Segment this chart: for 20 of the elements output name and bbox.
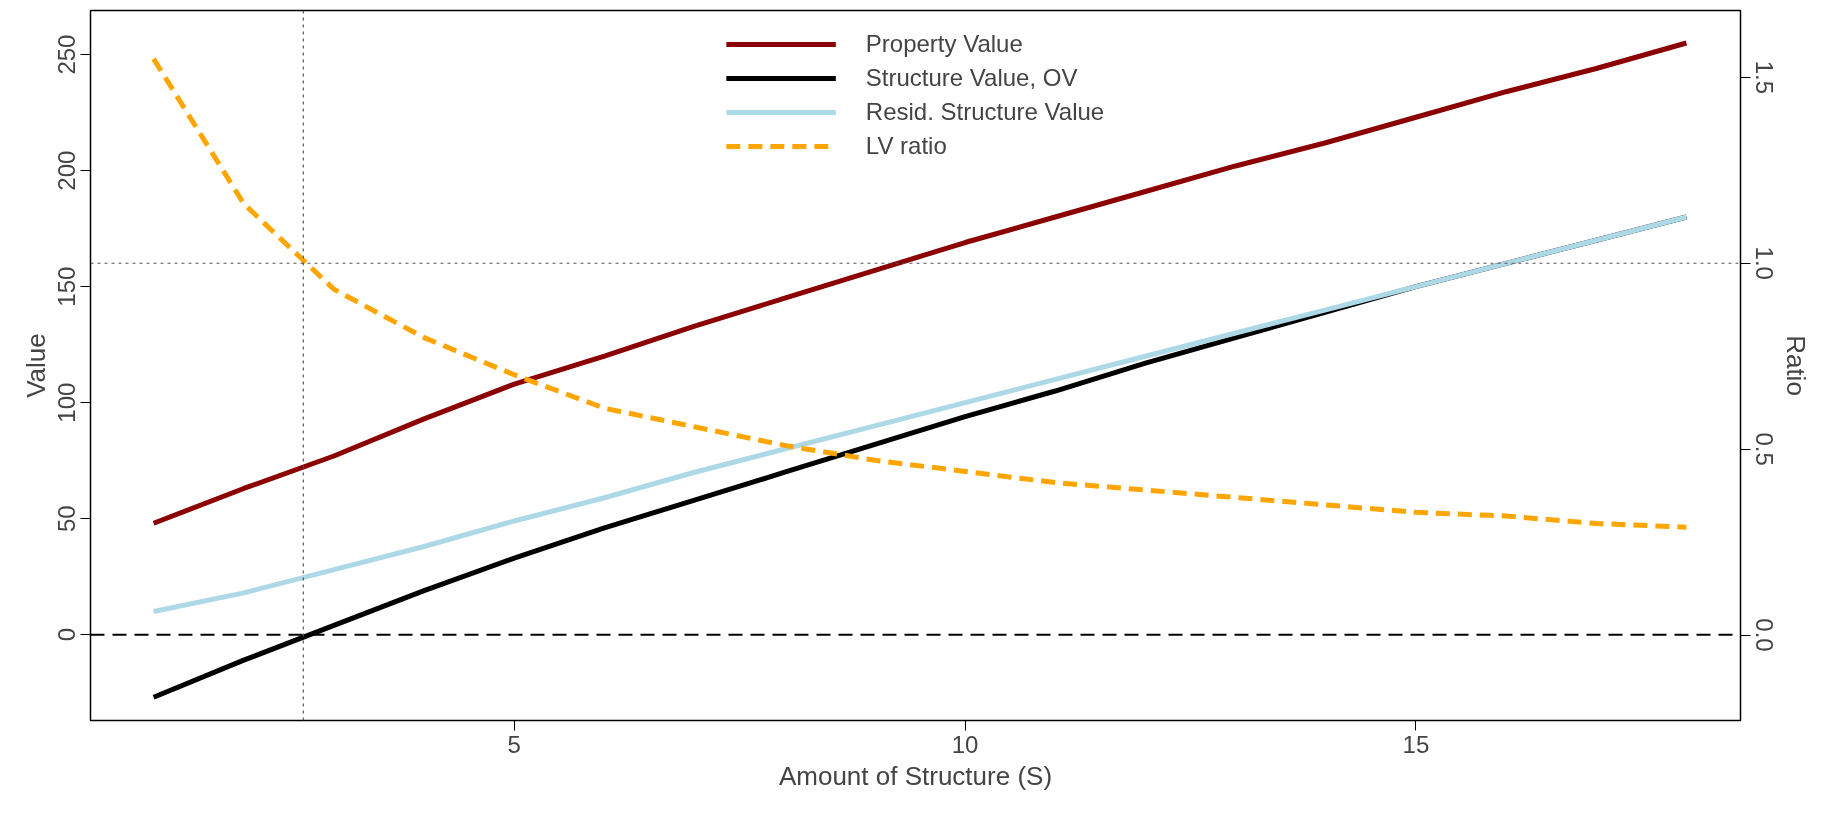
x-tick-label: 10	[951, 730, 979, 758]
y2-axis-title: Ratio	[1780, 335, 1811, 396]
y2-tick-label: 1.5	[1750, 60, 1778, 95]
x-tick-label: 5	[507, 730, 521, 758]
y2-tick-label: 1.0	[1750, 246, 1778, 280]
x-tick-label: 15	[1402, 730, 1430, 758]
y2-tick-label: 0.0	[1750, 618, 1778, 652]
y-axis-title: Value	[20, 333, 51, 398]
y-tick-label: 50	[53, 505, 81, 532]
y-tick-label: 250	[53, 34, 81, 75]
y-tick-label: 0	[53, 627, 81, 642]
legend-label: LV ratio	[865, 132, 947, 160]
y-tick-label: 150	[53, 266, 81, 307]
x-axis-title: Amount of Structure (S)	[778, 760, 1053, 791]
y2-tick-label: 0.5	[1750, 432, 1778, 466]
legend-label: Property Value	[865, 30, 1023, 58]
y-tick-label: 200	[53, 150, 81, 191]
y-tick-label: 100	[53, 382, 81, 423]
legend-label: Resid. Structure Value	[865, 98, 1105, 126]
legend-label: Structure Value, OV	[865, 64, 1078, 92]
